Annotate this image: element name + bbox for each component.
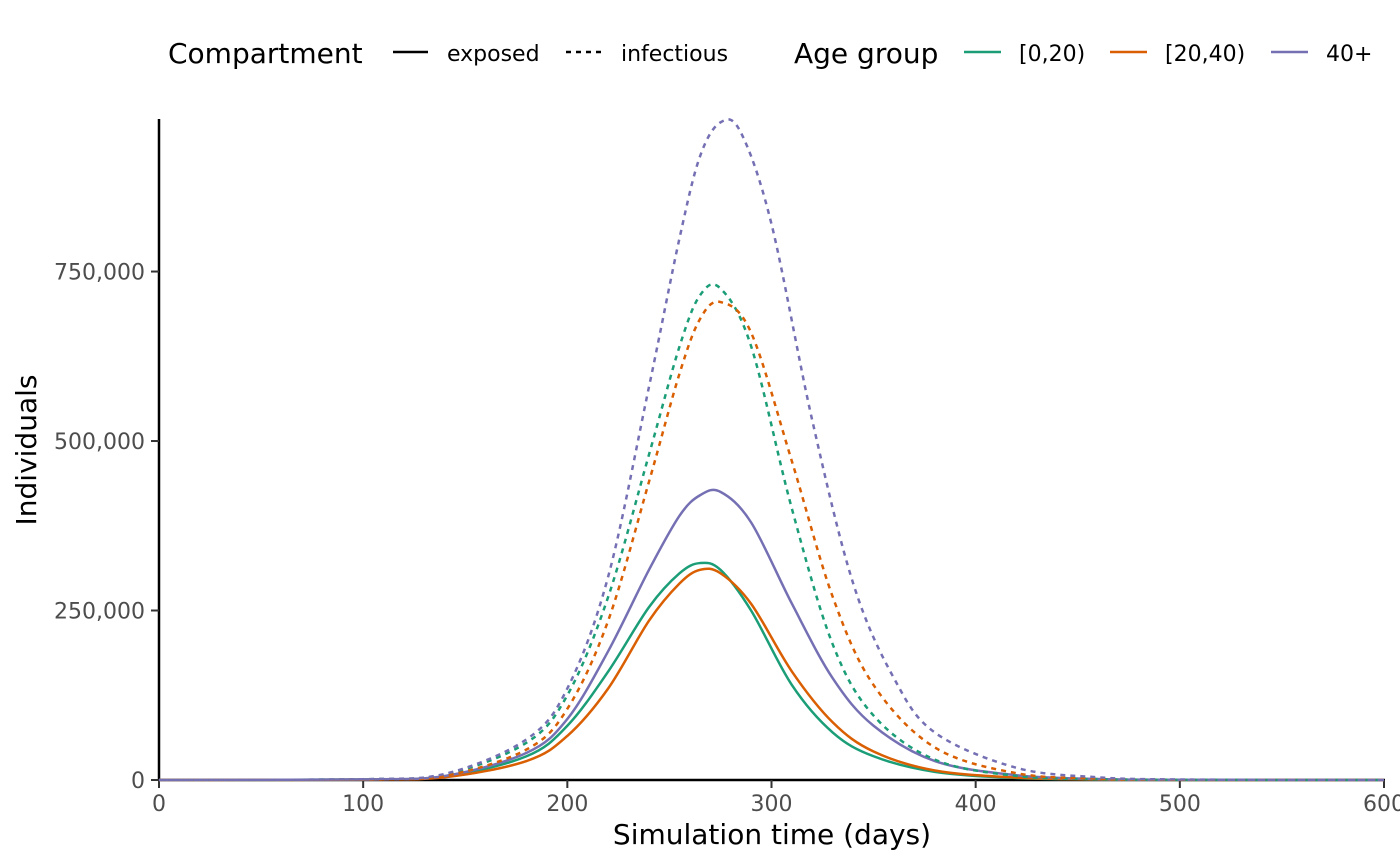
x-ticks: 0 100 200 300 400 500 600 — [152, 780, 1400, 817]
x-tick-label: 200 — [546, 792, 588, 817]
x-tick-label: 300 — [751, 792, 793, 817]
series-line-infectious-2040 — [158, 300, 1385, 782]
series-lines — [158, 118, 1385, 782]
y-tick-label: 750,000 — [54, 261, 145, 286]
x-tick-label: 500 — [1159, 792, 1201, 817]
legend-label-age-20-40: [20,40) — [1165, 42, 1245, 67]
x-axis-title: Simulation time (days) — [613, 818, 931, 851]
x-tick-label: 100 — [342, 792, 384, 817]
legend-label-exposed: exposed — [447, 42, 540, 67]
x-tick-label: 400 — [955, 792, 997, 817]
series-line-exposed-2040 — [158, 567, 1385, 782]
series-line-exposed-020 — [158, 561, 1385, 782]
x-tick-label: 600 — [1363, 792, 1400, 817]
legend-title-compartment: Compartment — [168, 37, 363, 70]
legend-label-age-0-20: [0,20) — [1019, 42, 1085, 67]
legend-title-age-group: Age group — [794, 37, 938, 70]
x-tick-label: 0 — [152, 792, 166, 817]
y-tick-label: 250,000 — [54, 600, 145, 625]
y-tick-label: 0 — [131, 769, 145, 794]
series-line-infectious-40plus — [158, 118, 1385, 782]
legend-label-age-40-plus: 40+ — [1326, 42, 1372, 67]
series-line-exposed-40plus — [158, 488, 1385, 782]
legend: Compartment exposed infectious Age group… — [168, 37, 1372, 70]
y-axis-title: Individuals — [10, 375, 43, 526]
legend-label-infectious: infectious — [621, 42, 728, 67]
series-line-infectious-020 — [158, 283, 1385, 782]
y-tick-label: 500,000 — [54, 430, 145, 455]
y-ticks: 0 250,000 500,000 750,000 — [54, 261, 159, 794]
